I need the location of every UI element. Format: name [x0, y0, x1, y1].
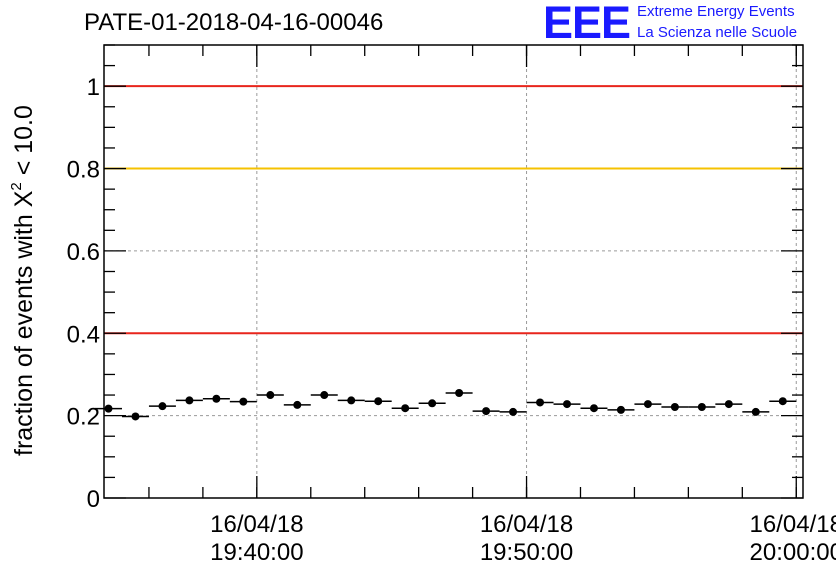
- data-point: [256, 391, 284, 400]
- y-tick-label: 0.2: [67, 404, 100, 431]
- x-tick-label-time: 19:50:00: [480, 539, 573, 566]
- y-axis-label-suffix: < 10.0: [10, 105, 38, 183]
- point-marker: [131, 412, 140, 421]
- plot-frame: [103, 44, 804, 499]
- data-point: [202, 394, 230, 403]
- point-marker: [401, 404, 410, 413]
- point-marker: [697, 402, 706, 411]
- point-marker: [239, 397, 248, 406]
- data-point: [526, 398, 554, 407]
- point-marker: [778, 397, 787, 406]
- data-point: [175, 396, 203, 405]
- point-marker: [374, 397, 383, 406]
- data-point: [499, 407, 527, 416]
- plot-border: [103, 44, 804, 499]
- point-marker: [536, 398, 545, 407]
- x-axis: 16/04/1819:40:0016/04/1819:50:0016/04/18…: [148, 45, 836, 566]
- x-tick-label-time: 19:40:00: [210, 539, 303, 566]
- point-marker: [320, 391, 329, 400]
- data-point: [95, 404, 122, 413]
- data-point: [688, 402, 716, 411]
- logo-text-line1: Extreme Energy Events: [637, 3, 795, 20]
- data-point: [391, 404, 419, 413]
- data-point: [742, 407, 770, 416]
- data-point: [310, 391, 338, 400]
- point-marker: [185, 396, 194, 405]
- data-point: [364, 397, 392, 406]
- x-tick-label-date: 16/04/18: [210, 511, 303, 538]
- point-marker: [347, 396, 356, 405]
- data-point: [283, 400, 311, 409]
- reference-lines: [104, 85, 803, 335]
- y-axis: 0 0.2 0.4 0.6 0.8 1: [67, 44, 803, 513]
- point-marker: [616, 405, 625, 414]
- y-axis-label-prefix: fraction of events with X: [10, 190, 38, 456]
- point-marker: [266, 391, 275, 400]
- x-tick-label-time: 20:00:00: [750, 539, 836, 566]
- data-point: [229, 397, 257, 406]
- point-marker: [158, 402, 167, 411]
- data-point: [337, 396, 365, 405]
- y-tick-label: 0: [87, 486, 100, 513]
- y-tick-label: 1: [87, 74, 100, 101]
- data-point: [445, 388, 473, 397]
- eee-logo-mark: EEE: [543, 0, 631, 48]
- y-tick-label: 0.4: [67, 321, 100, 348]
- point-marker: [428, 399, 437, 408]
- logo-text-line2: La Scienza nelle Scuole: [637, 24, 798, 41]
- chart-title: PATE-01-2018-04-16-00046: [84, 9, 384, 36]
- point-marker: [104, 404, 113, 413]
- data-point: [121, 412, 149, 421]
- data-point: [472, 407, 500, 416]
- data-point: [634, 400, 662, 409]
- y-tick-label: 0.6: [67, 239, 100, 266]
- data-point: [580, 404, 608, 413]
- data-points: [95, 388, 797, 421]
- data-point: [769, 397, 797, 406]
- point-marker: [563, 400, 572, 409]
- point-marker: [670, 402, 679, 411]
- x-tick-label-date: 16/04/18: [480, 511, 573, 538]
- point-marker: [589, 404, 598, 413]
- data-point: [715, 400, 743, 409]
- grid-lines: [104, 45, 803, 498]
- data-point: [148, 402, 176, 411]
- point-marker: [482, 407, 491, 416]
- point-marker: [293, 400, 302, 409]
- point-marker: [509, 407, 518, 416]
- x-tick-label-date: 16/04/18: [750, 511, 836, 538]
- point-marker: [724, 400, 733, 409]
- data-point: [607, 405, 635, 414]
- point-marker: [751, 407, 760, 416]
- y-axis-label-superscript: 2: [8, 182, 25, 191]
- point-marker: [212, 394, 221, 403]
- data-point: [661, 402, 689, 411]
- point-marker: [643, 400, 652, 409]
- y-tick-label: 0.8: [67, 157, 100, 184]
- point-marker: [455, 388, 464, 397]
- data-point: [553, 400, 581, 409]
- data-point: [418, 399, 446, 408]
